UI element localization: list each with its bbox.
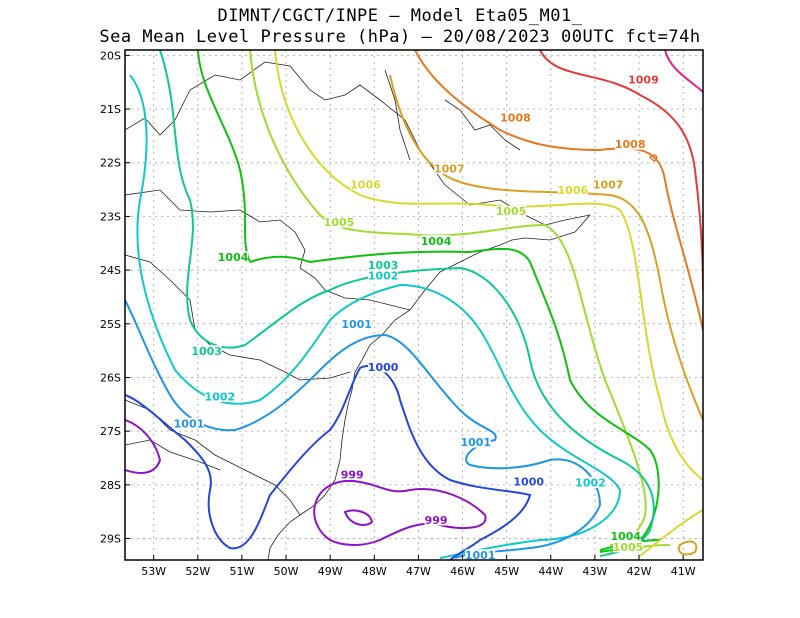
contour-label: 1003 [368, 259, 399, 272]
isobar-1006 [274, 50, 703, 481]
lon-tick-label: 41W [671, 565, 696, 578]
lon-tick-label: 44W [538, 565, 563, 578]
contour-label-bg [628, 74, 659, 86]
isobar-1000 [125, 364, 532, 560]
lat-tick-label: 26S [100, 371, 121, 384]
contour-label: 999 [425, 514, 448, 527]
contour-label: 1001 [465, 549, 496, 562]
lat-tick-label: 21S [100, 103, 121, 116]
contour-label: 1004 [610, 530, 641, 543]
contour-label-bg [323, 216, 354, 228]
contour-label: 1005 [613, 541, 644, 554]
lat-tick-label: 24S [100, 264, 121, 277]
lon-tick-label: 48W [362, 565, 387, 578]
lat-tick-label: 20S [100, 49, 121, 62]
lat-tick-label: 22S [100, 157, 121, 170]
contour-label: 1002 [368, 270, 399, 283]
contour-label: 1006 [558, 184, 589, 197]
lat-tick-label: 29S [100, 533, 121, 546]
lon-tick-label: 46W [450, 565, 475, 578]
contour-label-bg [424, 514, 448, 526]
contour-label-bg [368, 361, 399, 373]
contour-label-bg [204, 390, 235, 402]
contour-label: 1007 [593, 178, 624, 191]
isobar-1005 [249, 50, 647, 546]
isobar-1009 [539, 50, 703, 291]
lon-tick-label: 42W [627, 565, 652, 578]
isobar-1008 [414, 50, 703, 331]
lon-tick-label: 49W [318, 565, 343, 578]
axis-ticks: 53W 52W 51W 50W 49W 48W 47W 46W 45W 44W 43W 42W 41W 2… [100, 49, 696, 578]
contour-label-bg [513, 475, 544, 487]
contour-label: 1008 [615, 138, 646, 151]
map-frame [124, 49, 704, 561]
contour-label: 1006 [350, 178, 381, 191]
contour-label-bg [612, 541, 643, 553]
contour-label-bg [218, 251, 249, 263]
contour-label-bg [341, 318, 372, 330]
contour-label: 1004 [218, 251, 249, 264]
contour-label-bg [368, 270, 399, 282]
contour-label-bg [340, 468, 364, 480]
contour-label: 1002 [575, 476, 606, 489]
contour-label-bg [460, 436, 491, 448]
contour-label-bg [434, 162, 465, 174]
isobar-lines [125, 50, 703, 560]
contour-label-bg [610, 530, 641, 542]
lat-tick-label: 27S [100, 425, 121, 438]
lat-tick-label: 28S [100, 479, 121, 492]
contour-label-bg [496, 205, 527, 217]
map-title-line-2: Sea Mean Level Pressure (hPa) – 20/08/20… [99, 27, 701, 47]
isobar-1007-lower [677, 540, 698, 556]
lat-lon-grid [125, 50, 703, 560]
isobar-1001 [125, 299, 602, 559]
contour-label: 1000 [368, 361, 399, 374]
lat-tick-label: 25S [100, 318, 121, 331]
contour-label-bg [593, 178, 624, 190]
isobar-999 [125, 419, 487, 546]
lon-tick-label: 50W [274, 565, 299, 578]
contour-label-bg [173, 417, 204, 429]
contour-label: 999 [341, 468, 364, 481]
lat-tick-label: 23S [100, 210, 121, 223]
contour-label-bg [557, 184, 588, 196]
contour-label: 1008 [500, 111, 531, 124]
map-title-line-1: DIMNT/CGCT/INPE – Model Eta05_M01_ [217, 6, 583, 26]
lon-tick-label: 51W [229, 565, 254, 578]
contour-label: 1003 [191, 345, 222, 358]
lon-tick-label: 53W [141, 565, 166, 578]
contour-label: 1001 [341, 318, 372, 331]
contour-label: 1002 [205, 390, 236, 403]
isobar-1008-small [648, 154, 658, 162]
contour-label: 1009 [628, 74, 659, 87]
isobar-1007 [389, 74, 703, 421]
contour-label: 1007 [434, 162, 465, 175]
contour-label: 1000 [513, 475, 544, 488]
contour-label-bg [465, 549, 496, 561]
lon-tick-label: 52W [185, 565, 210, 578]
isobar-1010 [664, 50, 703, 93]
isobar-1002 [129, 74, 622, 559]
lon-tick-label: 43W [582, 565, 607, 578]
contour-label: 1001 [460, 436, 491, 449]
lon-tick-label: 47W [406, 565, 431, 578]
contour-label-bg [500, 111, 531, 123]
contour-label: 1004 [421, 235, 452, 248]
contour-label: 1005 [324, 216, 355, 229]
contour-label-bg [615, 138, 646, 150]
isobar-1006-lower [639, 509, 703, 557]
lon-tick-label: 45W [494, 565, 519, 578]
contour-label-bg [368, 259, 399, 271]
contour-label-bg [575, 476, 606, 488]
contour-label: 1001 [174, 417, 205, 430]
contour-label-bg [350, 178, 381, 190]
contour-label: 1005 [496, 205, 527, 218]
contour-label-bg [421, 235, 452, 247]
contour-label-bg [191, 345, 222, 357]
